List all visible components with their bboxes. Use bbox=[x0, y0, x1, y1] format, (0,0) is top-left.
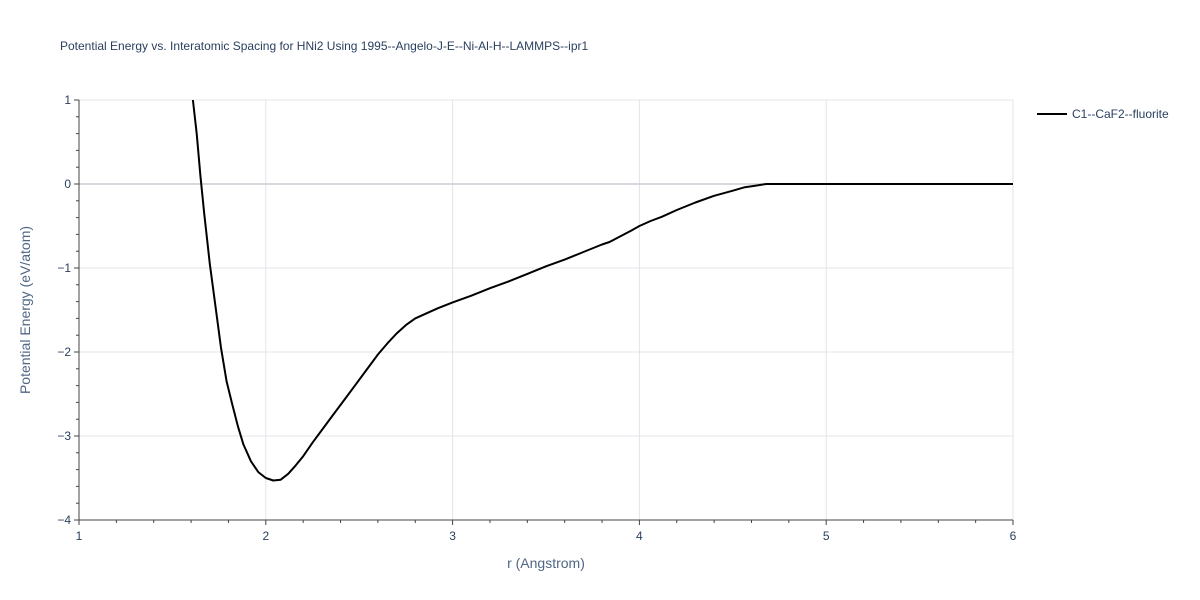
series-line-0 bbox=[191, 100, 1013, 482]
x-tick-label: 3 bbox=[449, 529, 456, 543]
chart-title: Potential Energy vs. Interatomic Spacing… bbox=[60, 39, 589, 53]
grid bbox=[79, 99, 1014, 520]
legend-label: C1--CaF2--fluorite bbox=[1072, 107, 1169, 121]
x-tick-label: 2 bbox=[262, 529, 269, 543]
legend[interactable]: C1--CaF2--fluorite bbox=[1037, 107, 1169, 121]
plot-area bbox=[191, 100, 1013, 482]
x-axis-label: r (Angstrom) bbox=[507, 555, 585, 571]
y-tick-label: 0 bbox=[64, 177, 71, 191]
x-tick-label: 1 bbox=[76, 529, 83, 543]
x-tick-label: 4 bbox=[636, 529, 643, 543]
x-tick-label: 6 bbox=[1010, 529, 1017, 543]
y-tick-label: −3 bbox=[57, 429, 71, 443]
y-tick-label: −2 bbox=[57, 345, 71, 359]
y-tick-label: 1 bbox=[64, 93, 71, 107]
y-axis-label: Potential Energy (eV/atom) bbox=[17, 226, 33, 394]
x-tick-label: 5 bbox=[823, 529, 830, 543]
y-tick-label: −4 bbox=[57, 513, 71, 527]
y-tick-label: −1 bbox=[57, 261, 71, 275]
axes: 1 2 3 4 5 6 1 0 −1 −2 −3 −4 bbox=[57, 93, 1016, 543]
